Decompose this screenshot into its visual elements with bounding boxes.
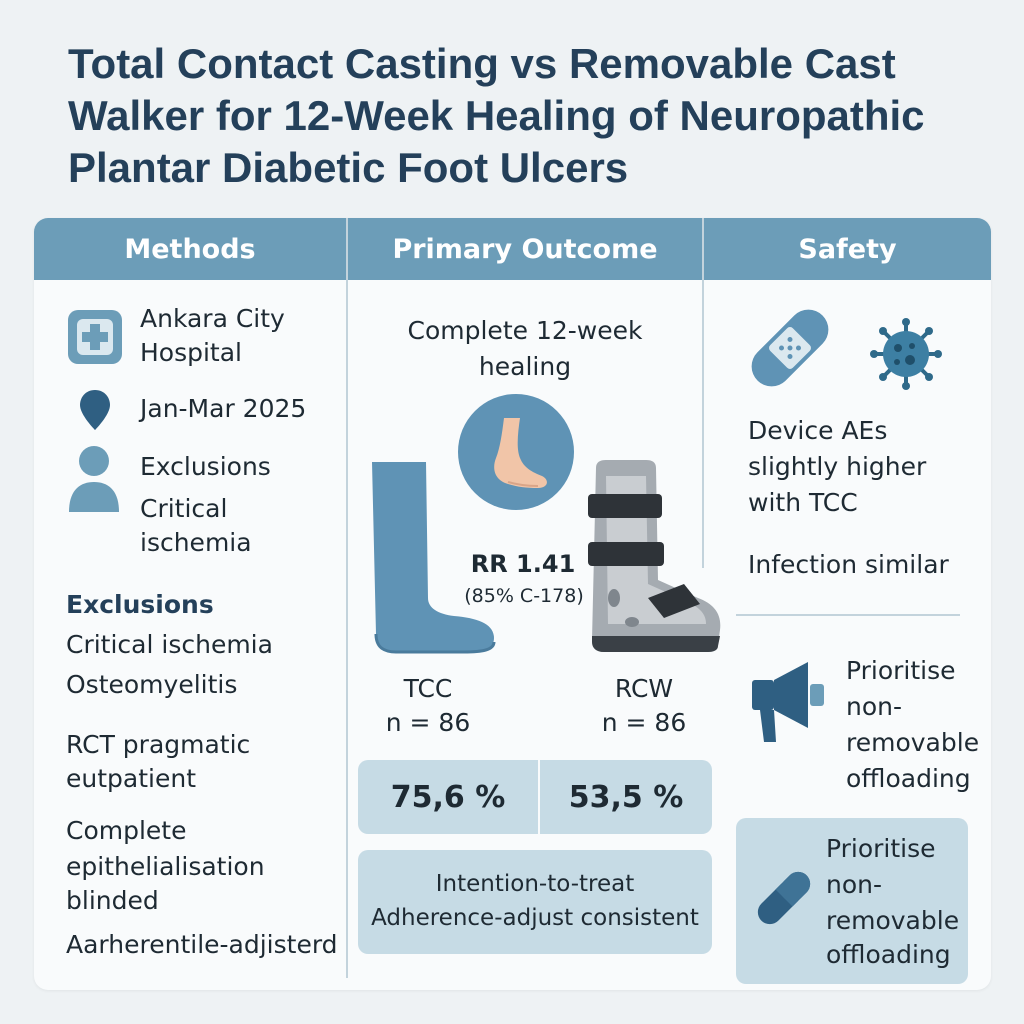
title-line-2: Walker for 12-Week Healing of Neuropathi…: [68, 92, 925, 139]
rcw-arm-name: RCW: [614, 674, 674, 703]
bacteria-icon: [870, 318, 942, 390]
walker-boot-icon: [588, 458, 724, 654]
recommendation-1-line: removable: [846, 728, 980, 757]
exclusion-line-1: Critical: [140, 494, 228, 523]
study-period: Jan-Mar 2025: [140, 394, 307, 423]
methods-header-label: Methods: [124, 233, 256, 265]
safety-divider: [736, 614, 960, 616]
page-title: Total Contact Casting vs Removable Cast …: [68, 38, 968, 194]
recommendation-2-line: Prioritise: [826, 834, 936, 863]
title-line-1: Total Contact Casting vs Removable Cast: [68, 40, 896, 87]
adverse-events-line-2: slightly higher: [748, 452, 927, 481]
exclusion-label: Exclusions: [140, 452, 271, 481]
exclusion-item: Critical ischemia: [66, 630, 273, 659]
outcome-label-line-1: Complete 12-week: [407, 316, 643, 345]
adverse-events-line-3: with TCC: [748, 488, 858, 517]
summary-panel: Methods Primary Outcome Safety Ankara Ci…: [34, 218, 991, 990]
relative-risk: RR 1.41: [470, 550, 576, 578]
location-pin-icon: [78, 388, 112, 432]
recommendation-2-line: non-: [826, 870, 883, 899]
tcc-arm-name: TCC: [403, 674, 453, 703]
column-divider-1: [346, 218, 348, 978]
design-line-1: RCT pragmatic: [66, 730, 251, 759]
person-icon: [66, 444, 122, 514]
outcome-line-3: blinded: [66, 886, 159, 915]
recommendation-2-line: removable: [826, 906, 960, 935]
foot-icon: [456, 392, 576, 512]
tcc-arm-n: n = 86: [385, 708, 471, 737]
outcome-line-2: epithelialisation: [66, 852, 265, 881]
hospital-icon: [66, 308, 124, 366]
infection-note: Infection similar: [748, 550, 949, 579]
recommendation-2-box: Prioritise non- removable offloading: [736, 818, 968, 984]
healing-rates-box: 75,6 % 53,5 %: [358, 760, 712, 834]
outcome-label-line-2: healing: [478, 352, 572, 381]
safety-header-label: Safety: [798, 233, 897, 265]
analysis-note-line-2: Adherence-adjust consistent: [371, 905, 699, 931]
megaphone-icon: [750, 658, 830, 748]
primary-outcome-header: Primary Outcome: [348, 218, 702, 280]
adverse-events-line-1: Device AEs: [748, 416, 888, 445]
recommendation-2-line: offloading: [826, 940, 951, 969]
site-line-1: Ankara City: [140, 304, 285, 333]
recommendation-1-line: non-: [846, 692, 903, 721]
safety-header: Safety: [704, 218, 991, 280]
title-line-3: Plantar Diabetic Foot Ulcers: [68, 144, 629, 191]
analysis-note: Aarherentile-adjisterd: [66, 930, 338, 959]
design-line-2: eutpatient: [66, 764, 196, 793]
rcw-arm-n: n = 86: [601, 708, 687, 737]
pill-icon: [748, 862, 820, 934]
site-line-2: Hospital: [140, 338, 243, 367]
analysis-note-line-1: Intention-to-treat: [435, 871, 635, 897]
outcome-line-1: Complete: [66, 816, 187, 845]
rates-divider: [538, 760, 540, 834]
exclusion-line-2: ischemia: [140, 528, 252, 557]
exclusion-item: Osteomyelitis: [66, 670, 238, 699]
recommendation-1-line: Prioritise: [846, 656, 956, 685]
column-divider-2: [702, 218, 704, 568]
recommendation-1-line: offloading: [846, 764, 971, 793]
exclusions-heading: Exclusions: [66, 590, 214, 619]
rcw-healing-rate: 53,5 %: [568, 779, 684, 815]
cast-leg-icon: [368, 458, 498, 654]
primary-outcome-header-label: Primary Outcome: [392, 233, 658, 265]
analysis-note-box: Intention-to-treat Adherence-adjust cons…: [358, 850, 712, 954]
methods-header: Methods: [34, 218, 346, 280]
tcc-healing-rate: 75,6 %: [390, 779, 506, 815]
bandage-icon: [740, 302, 840, 394]
confidence-interval: (85% C-178): [464, 585, 584, 607]
